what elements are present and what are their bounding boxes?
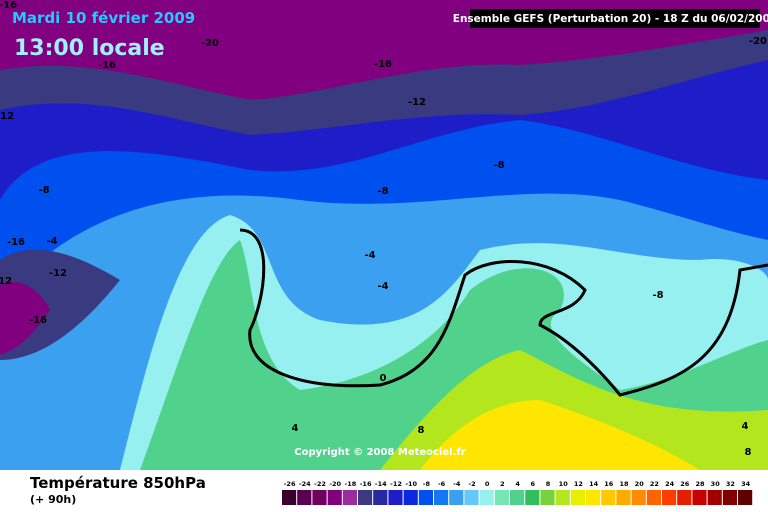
legend-label: 8 [546,480,551,488]
legend-swatch [434,490,449,505]
contour-label: 0 [380,373,387,384]
legend-swatch [373,490,388,505]
legend-label: 28 [695,480,705,488]
legend-label: -14 [375,480,387,488]
legend-label: 18 [619,480,629,488]
legend-swatch [312,490,327,505]
legend-label: -18 [345,480,357,488]
legend-swatch [342,490,357,505]
legend-label: 2 [500,480,505,488]
legend-label: 32 [726,480,735,488]
contour-label: -12 [408,97,426,108]
contour-label: -12 [0,276,12,287]
contour-label: 8 [418,425,425,436]
contour-label: -20 [749,36,767,47]
legend-swatch [616,490,631,505]
contour-label: 4 [742,421,749,432]
legend-label: 10 [559,480,569,488]
legend-label: -22 [314,480,326,488]
contour-label: -16 [98,60,116,71]
legend-label: -12 [390,480,402,488]
contour-label: -12 [49,268,67,279]
legend-swatch [692,490,707,505]
legend-label: -24 [299,480,311,488]
contour-label: -4 [364,250,375,261]
legend-swatch [282,490,297,505]
legend-label: -26 [284,480,296,488]
legend-swatch [327,490,342,505]
legend-swatch [525,490,540,505]
legend-swatch [722,490,737,505]
legend-label: -2 [468,480,475,488]
warmest-zone [420,400,700,470]
legend-swatch [510,490,525,505]
legend-swatch [662,490,677,505]
contour-label: -8 [652,290,663,301]
legend-swatch [677,490,692,505]
legend-label: 16 [604,480,614,488]
legend-swatch [555,490,570,505]
legend-swatch [494,490,509,505]
legend-label: -6 [438,480,446,488]
contour-label: 4 [292,423,299,434]
contour-label: -8 [38,185,49,196]
legend-label: -4 [453,480,461,488]
legend-swatch [479,490,494,505]
contour-label: -16 [29,315,47,326]
model-title: Ensemble GEFS (Perturbation 20) - 18 Z d… [453,13,768,25]
legend-label: 30 [711,480,721,488]
contour-label: -8 [493,160,504,171]
legend-label: 12 [574,480,583,488]
legend-swatch [570,490,585,505]
copyright: Copyright © 2008 Meteociel.fr [294,447,465,458]
legend-label: 24 [665,480,675,488]
legend-label: 20 [635,480,645,488]
color-legend: -26 -24 -22 -20 -18 -16 -14 -12 -10 -8 -6 -4 -2 0 2 4 6 8… [282,480,753,505]
legend-label: 6 [531,480,536,488]
contour-label: -20 [201,38,219,49]
contour-labels: -16 -20 -20 -16 -16 -12 -12 -8 -8 -8 -16 -4 -12 -12 -1… [0,0,767,458]
legend-label: 14 [589,480,599,488]
legend-swatch [707,490,722,505]
legend-label: 34 [741,480,751,488]
legend-swatch [449,490,464,505]
legend-swatch [646,490,661,505]
local-time: 13:00 locale [14,36,165,61]
legend-swatch [358,490,373,505]
contour-label: -16 [374,59,392,70]
legend-label: -8 [423,480,431,488]
legend-swatch [601,490,616,505]
legend-swatch [586,490,601,505]
contour-label: -16 [7,237,25,248]
legend-label: -16 [360,480,372,488]
legend-swatch [464,490,479,505]
contour-label: -4 [46,236,57,247]
legend-swatch [403,490,418,505]
legend-swatch [631,490,646,505]
legend-swatch [540,490,555,505]
forecast-lead: (+ 90h) [30,493,76,506]
footer-title: Température 850hPa [30,474,206,492]
contour-label: -8 [377,186,388,197]
legend-label: 22 [650,480,659,488]
legend-label: 26 [680,480,690,488]
legend-label: -20 [329,480,341,488]
contour-label: 8 [745,447,752,458]
contour-label: -16 [0,0,17,11]
contour-label: -4 [377,281,388,292]
contour-label: -12 [0,111,14,122]
zero-isotherm [239,228,768,397]
model-box [470,9,760,28]
legend-swatch [418,490,433,505]
legend-swatch [388,490,403,505]
legend-swatch [738,490,753,505]
forecast-date: Mardi 10 février 2009 [12,9,195,27]
legend-swatch [297,490,312,505]
legend-label: -10 [405,480,417,488]
legend-label: 0 [485,480,490,488]
legend-label: 4 [515,480,520,488]
cyclone-core [0,281,50,355]
